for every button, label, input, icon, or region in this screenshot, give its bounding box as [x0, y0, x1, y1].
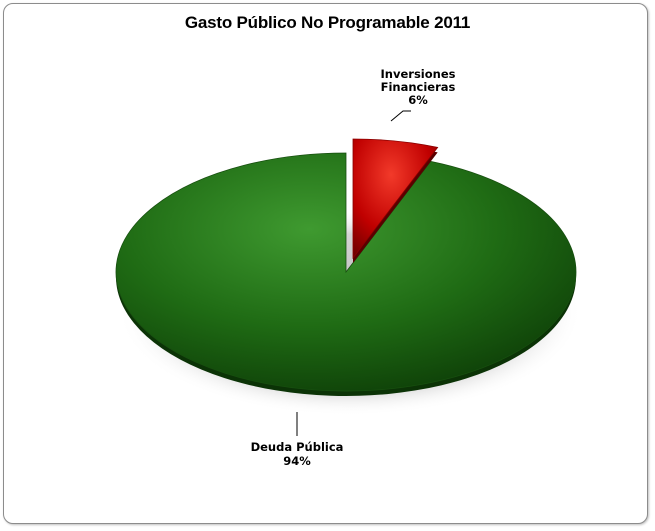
label-inversiones-financieras-line-1: Financieras: [381, 80, 456, 94]
label-inversiones-financieras-line-0: Inversiones: [381, 67, 456, 81]
pie-labels: Deuda Pública 94% Inversiones Financieras 6%: [251, 67, 456, 468]
label-inversiones-financieras-line-2: 6%: [408, 93, 428, 107]
label-deuda-publica-line-0: Deuda Pública: [251, 440, 344, 454]
label-deuda-publica-line-1: 94%: [283, 454, 311, 468]
label-deuda-publica: Deuda Pública 94%: [251, 440, 344, 468]
slice-inversiones-financieras: [352, 138, 439, 260]
pie-slices: [115, 138, 577, 397]
chart-title: Gasto Público No Programable 2011: [184, 13, 471, 32]
label-inversiones-financieras: Inversiones Financieras 6%: [381, 67, 456, 107]
leader-line-inversiones-financieras: [390, 110, 411, 122]
slice-deuda-publica: [115, 152, 577, 392]
